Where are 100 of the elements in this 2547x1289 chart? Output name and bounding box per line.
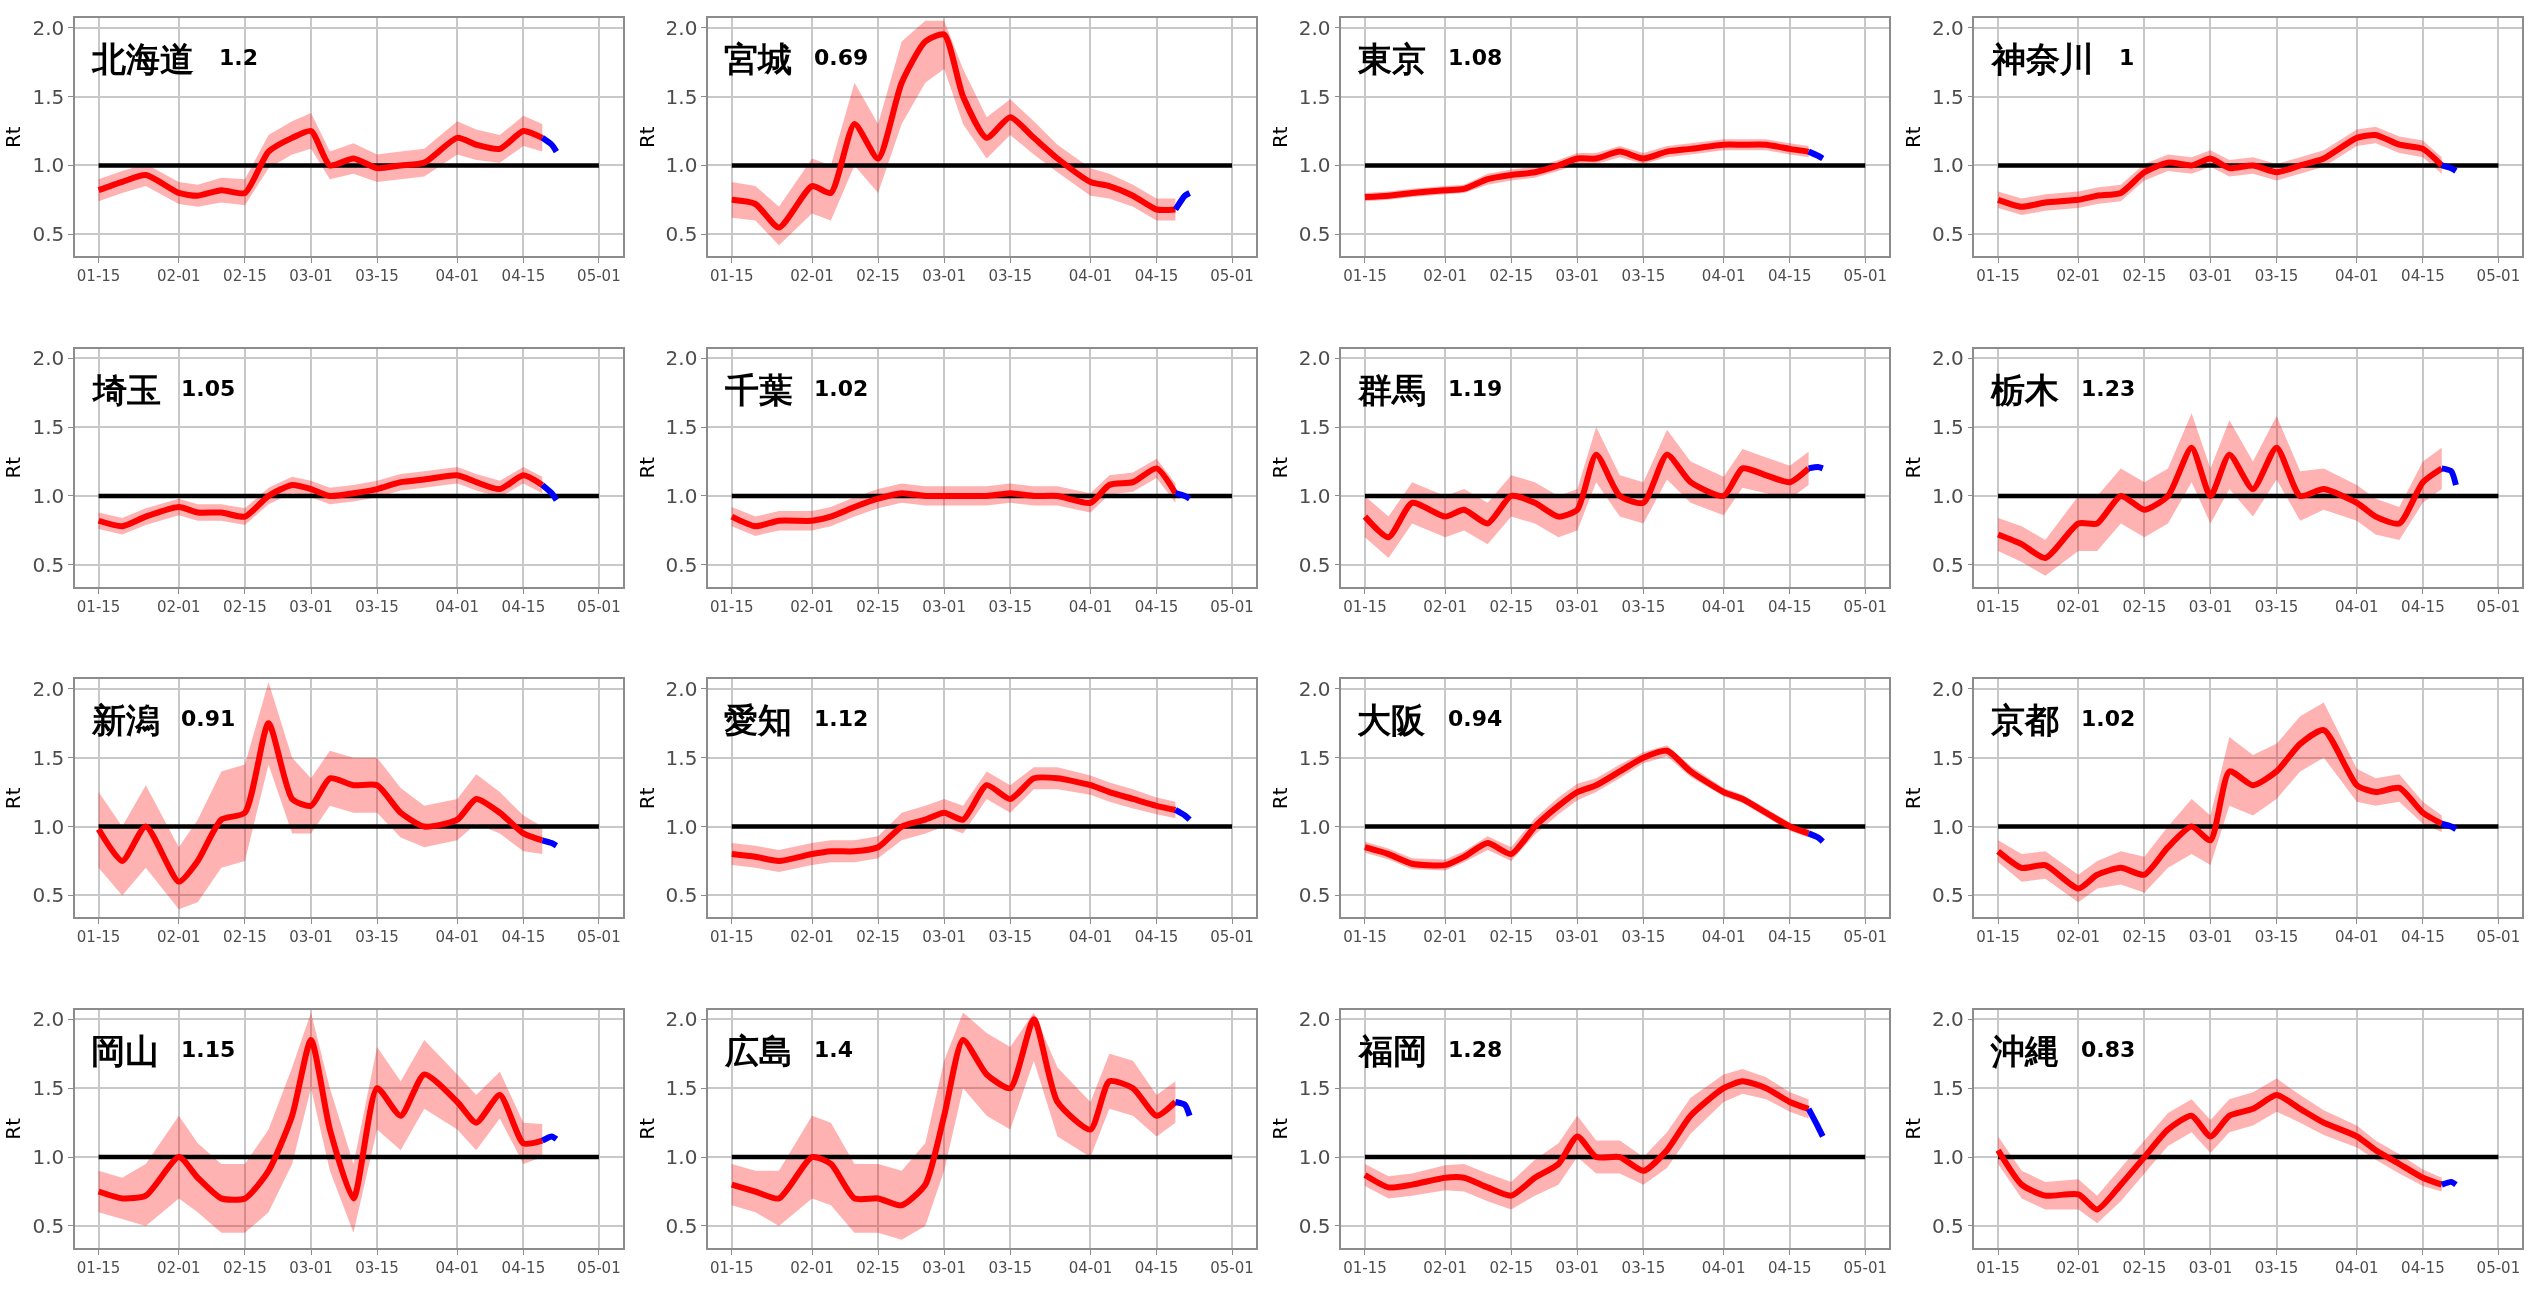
y-axis-title: Rt bbox=[1, 1117, 26, 1140]
y-tick-label: 1.0 bbox=[1298, 1145, 1331, 1170]
y-tick-label: 2.0 bbox=[32, 1007, 65, 1032]
x-tick-label: 02-01 bbox=[2056, 1258, 2101, 1277]
x-tick-label: 03-15 bbox=[1621, 1258, 1666, 1277]
y-tick-label: 1.0 bbox=[665, 483, 698, 508]
x-tick-label: 01-15 bbox=[76, 1258, 121, 1277]
text: 宮城 bbox=[724, 39, 792, 79]
y-tick-label: 1.5 bbox=[1931, 415, 1964, 440]
y-tick-label: 0.5 bbox=[665, 552, 698, 577]
x-tick-label: 03-15 bbox=[1621, 928, 1666, 947]
y-axis-title: Rt bbox=[634, 787, 659, 810]
x-tick-label: 05-01 bbox=[2476, 267, 2521, 286]
x-tick-label: 04-01 bbox=[435, 1258, 480, 1277]
x-tick-label: 01-15 bbox=[1343, 928, 1387, 947]
x-tick-label: 02-01 bbox=[790, 1258, 834, 1277]
x-tick-label: 03-15 bbox=[355, 267, 399, 286]
y-tick-label: 1.0 bbox=[32, 153, 65, 178]
x-tick-label: 05-01 bbox=[1843, 597, 1888, 616]
x-tick-label: 04-01 bbox=[2335, 597, 2379, 616]
y-tick-label: 1.0 bbox=[665, 814, 698, 839]
x-tick-label: 04-01 bbox=[1701, 597, 1746, 616]
y-tick-label: 1.5 bbox=[665, 84, 698, 109]
x-tick-label: 02-15 bbox=[2122, 928, 2167, 947]
y-tick-label: 2.0 bbox=[32, 676, 65, 701]
y-tick-label: 1.0 bbox=[1931, 483, 1964, 508]
x-tick-label: 02-15 bbox=[223, 597, 267, 616]
x-tick-label: 04-01 bbox=[435, 597, 480, 616]
x-tick-label: 04-15 bbox=[501, 597, 546, 616]
x-tick-label: 03-01 bbox=[1555, 267, 1600, 286]
x-tick-label: 04-01 bbox=[1701, 267, 1746, 286]
x-tick-label: 01-15 bbox=[1343, 1258, 1387, 1277]
x-tick-label: 03-15 bbox=[988, 597, 1033, 616]
y-tick-label: 0.5 bbox=[1298, 883, 1331, 908]
x-tick-label: 02-15 bbox=[223, 267, 267, 286]
y-axis-title: Rt bbox=[1900, 1117, 1925, 1140]
y-axis-title: Rt bbox=[1267, 1117, 1292, 1140]
y-tick-label: 0.5 bbox=[1298, 222, 1331, 247]
annotation: 0.91 bbox=[181, 706, 236, 731]
annotation: 0.69 bbox=[814, 45, 869, 70]
x-tick-label: 02-15 bbox=[856, 928, 900, 947]
text: 愛知 bbox=[724, 700, 792, 740]
x-tick-label: 05-01 bbox=[2476, 1258, 2521, 1277]
y-tick-label: 2.0 bbox=[1298, 15, 1331, 40]
x-tick-label: 02-01 bbox=[2056, 597, 2101, 616]
y-tick-label: 2.0 bbox=[32, 15, 65, 40]
y-tick-label: 1.5 bbox=[1298, 1076, 1331, 1101]
x-tick-label: 05-01 bbox=[1843, 267, 1888, 286]
x-tick-label: 04-01 bbox=[1068, 928, 1113, 947]
y-axis-title: Rt bbox=[1267, 126, 1292, 149]
x-tick-label: 02-01 bbox=[157, 597, 201, 616]
x-tick-label: 05-01 bbox=[1210, 1258, 1254, 1277]
x-tick-label: 02-01 bbox=[2056, 928, 2101, 947]
text: 福岡 bbox=[1357, 1031, 1427, 1071]
x-tick-label: 02-15 bbox=[2122, 1258, 2167, 1277]
y-tick-label: 1.0 bbox=[665, 1145, 698, 1170]
text: 沖縄 bbox=[1990, 1031, 2059, 1071]
x-tick-label: 01-15 bbox=[709, 267, 754, 286]
y-tick-label: 1.5 bbox=[1931, 1076, 1964, 1101]
x-tick-label: 05-01 bbox=[1210, 928, 1254, 947]
annotation: 1.08 bbox=[1448, 45, 1503, 70]
x-tick-label: 04-01 bbox=[1701, 1258, 1746, 1277]
x-tick-label: 03-15 bbox=[2254, 267, 2299, 286]
x-tick-label: 03-01 bbox=[289, 597, 333, 616]
y-tick-label: 1.5 bbox=[665, 1076, 698, 1101]
y-axis-title: Rt bbox=[1267, 456, 1292, 479]
x-tick-label: 05-01 bbox=[1210, 267, 1254, 286]
annotation: 1.15 bbox=[181, 1037, 236, 1062]
x-tick-label: 02-01 bbox=[157, 1258, 201, 1277]
text: 神奈川 bbox=[1990, 39, 2094, 79]
y-tick-label: 1.5 bbox=[1298, 415, 1331, 440]
x-tick-label: 02-01 bbox=[1423, 1258, 1467, 1277]
y-tick-label: 2.0 bbox=[1298, 676, 1331, 701]
y-tick-label: 1.5 bbox=[1298, 84, 1331, 109]
x-tick-label: 03-01 bbox=[922, 597, 966, 616]
x-tick-label: 02-01 bbox=[157, 267, 201, 286]
y-tick-label: 1.0 bbox=[1298, 153, 1331, 178]
text: 北海道 bbox=[91, 39, 194, 79]
y-tick-label: 1.5 bbox=[32, 415, 65, 440]
x-tick-label: 03-01 bbox=[289, 1258, 333, 1277]
y-tick-label: 2.0 bbox=[1298, 1007, 1331, 1032]
x-tick-label: 05-01 bbox=[1210, 597, 1254, 616]
x-tick-label: 04-01 bbox=[1701, 928, 1746, 947]
y-tick-label: 1.0 bbox=[1931, 1145, 1964, 1170]
x-tick-label: 02-15 bbox=[856, 267, 900, 286]
x-tick-label: 04-15 bbox=[1134, 267, 1179, 286]
x-tick-label: 04-15 bbox=[1134, 1258, 1179, 1277]
y-tick-label: 0.5 bbox=[32, 222, 65, 247]
y-tick-label: 1.0 bbox=[1298, 483, 1331, 508]
y-tick-label: 0.5 bbox=[32, 883, 65, 908]
x-tick-label: 04-01 bbox=[2335, 1258, 2379, 1277]
y-tick-label: 2.0 bbox=[1931, 1007, 1964, 1032]
x-tick-label: 02-01 bbox=[1423, 928, 1467, 947]
y-tick-label: 0.5 bbox=[1931, 1213, 1964, 1238]
annotation: 1.28 bbox=[1448, 1037, 1503, 1062]
y-tick-label: 0.5 bbox=[32, 1213, 65, 1238]
x-tick-label: 04-01 bbox=[1068, 597, 1113, 616]
x-tick-label: 05-01 bbox=[577, 1258, 621, 1277]
annotation: 1.02 bbox=[2081, 706, 2136, 731]
x-tick-label: 03-01 bbox=[1555, 1258, 1600, 1277]
